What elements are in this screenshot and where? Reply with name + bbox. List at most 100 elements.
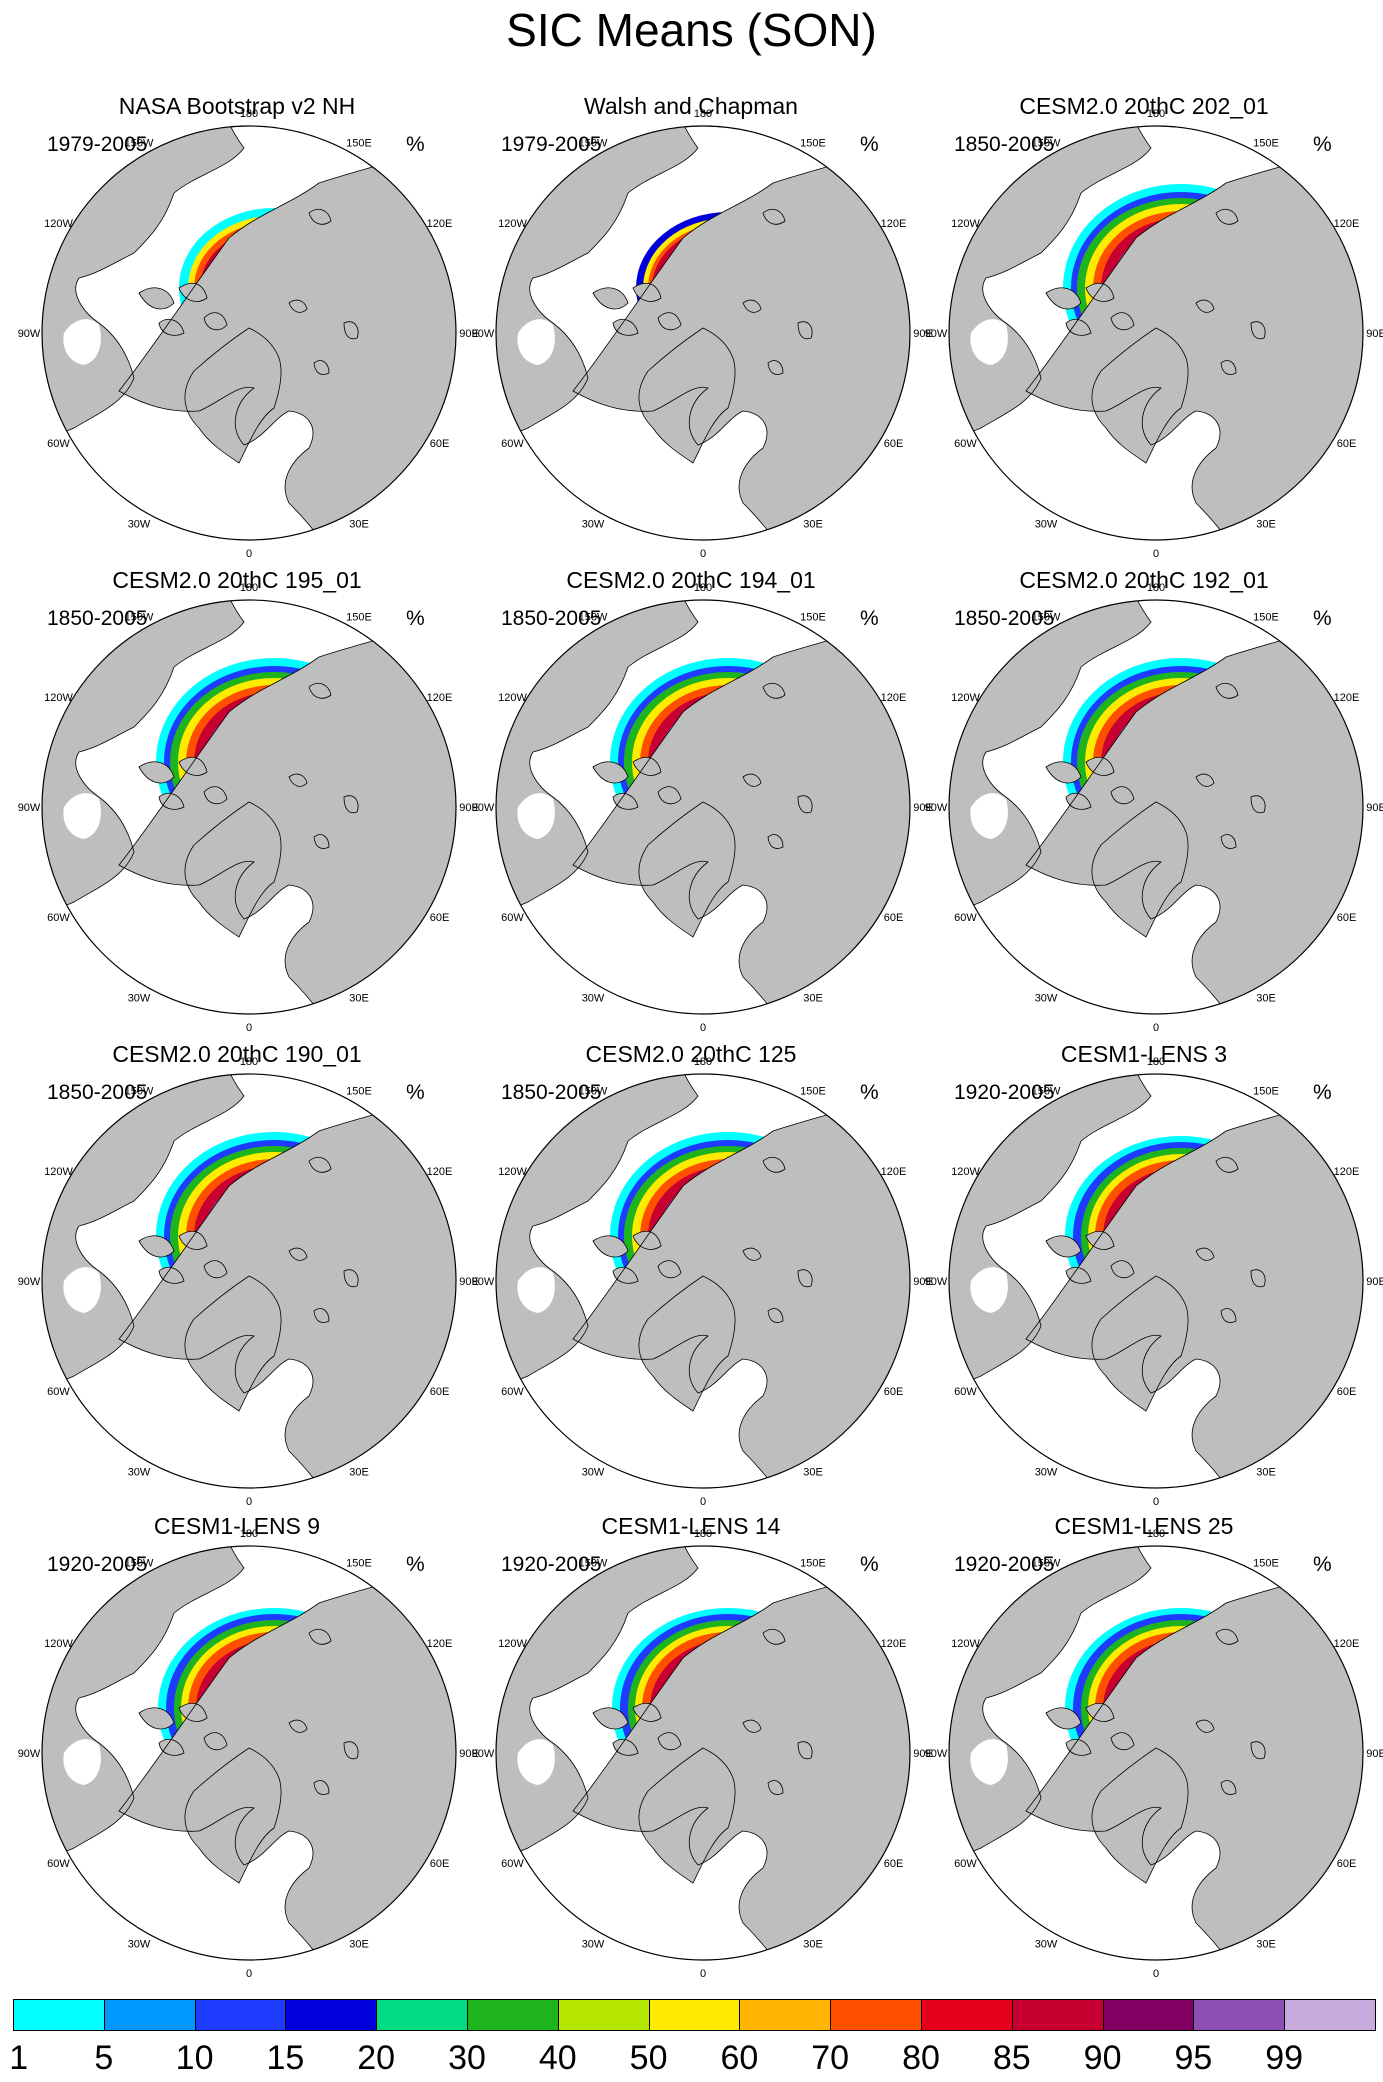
panel-units: % (406, 1081, 425, 1104)
panel-period: 1850-2005 (47, 1081, 148, 1104)
map-border (948, 1073, 1364, 1489)
coastline (1045, 287, 1082, 310)
longitude-label: 30E (1256, 1939, 1276, 1951)
land-island (314, 1308, 329, 1323)
colorbar (13, 1999, 1376, 2031)
land-island (1066, 793, 1091, 810)
longitude-label: 60E (1337, 1386, 1357, 1398)
land-island (344, 1741, 359, 1759)
land-island (309, 683, 331, 699)
land-island (633, 283, 661, 302)
coastline (308, 208, 332, 225)
land-island (179, 757, 207, 776)
longitude-label: 90W (925, 1748, 948, 1760)
longitude-label: 30E (803, 1467, 823, 1479)
colorbar-swatch (1102, 1999, 1195, 2031)
panel-title: NASA Bootstrap v2 NH (118, 93, 356, 119)
colorbar-swatch (285, 1999, 378, 2031)
colorbar-tick-label: 10 (175, 2039, 214, 2077)
coastline (767, 1308, 784, 1323)
coastline (1045, 1235, 1082, 1258)
land-greenland (1091, 802, 1189, 937)
colorbar-tick-label: 70 (811, 2039, 850, 2077)
coastline (178, 282, 208, 302)
land-island (798, 1741, 813, 1759)
polar-map: 180 150E 120E 90E 60E 30E 0 30W 60W 90W 120W 150W (925, 1056, 1383, 1508)
panel-units: % (1313, 1081, 1332, 1104)
coastline (767, 1780, 784, 1795)
land-island (1221, 1780, 1236, 1795)
land-island (633, 757, 661, 776)
coastline (572, 126, 910, 540)
coastline (1220, 360, 1237, 375)
coastline (1065, 1267, 1092, 1284)
longitude-label: 90E (913, 328, 933, 340)
map-border (948, 599, 1364, 1015)
longitude-label: 120W (44, 1166, 73, 1178)
colorbar-tick-label: 5 (94, 2039, 114, 2077)
coastline (1220, 1780, 1237, 1795)
longitude-label: 30E (803, 1939, 823, 1951)
longitude-label: 150W (125, 1085, 154, 1097)
longitude-label: 90W (925, 1276, 948, 1288)
longitude-label: 30E (1256, 1467, 1276, 1479)
hudson-bay (970, 1739, 1008, 1785)
panel-title: CESM1-LENS 14 (601, 1513, 781, 1539)
longitude-label: 150W (579, 137, 608, 149)
map-panel: CESM2.0 20thC 190_01 1850-2005% 180 150E 120… (7, 948, 479, 1508)
coastline (1065, 1739, 1092, 1756)
coastline (632, 282, 662, 302)
land-island (763, 209, 785, 225)
longitude-label: 120W (951, 692, 980, 704)
longitude-label: 150E (1253, 611, 1279, 623)
land-island (314, 360, 329, 375)
land-island (1251, 795, 1266, 813)
longitude-label: 60E (884, 1858, 904, 1870)
colorbar-swatch (830, 1999, 922, 2031)
longitude-label: 180 (240, 582, 258, 594)
longitude-label: 150E (800, 1085, 826, 1097)
longitude-label: 120W (951, 1166, 980, 1178)
colorbar-tick-label: 60 (720, 2039, 759, 2077)
longitude-label: 30W (128, 519, 151, 531)
coastline (1065, 793, 1092, 810)
colorbar-tick-label: 50 (629, 2039, 668, 2077)
coastline (118, 1546, 456, 1960)
hudson-bay (63, 319, 101, 365)
longitude-label: 0 (700, 1022, 706, 1034)
land-island (1111, 1732, 1134, 1750)
panel-period: 1850-2005 (954, 607, 1055, 630)
panel-units: % (406, 133, 425, 156)
land-island (309, 1629, 331, 1645)
coastline (762, 1156, 786, 1173)
longitude-label: 120E (881, 1166, 907, 1178)
land-island (1086, 283, 1114, 302)
longitude-label: 120W (498, 1166, 527, 1178)
colorbar-swatch (557, 1999, 650, 2031)
coastline (797, 795, 813, 814)
panel-title: Walsh and Chapman (584, 93, 798, 119)
coastline (1250, 1269, 1266, 1288)
coastline (343, 795, 359, 814)
longitude-label: 0 (700, 1968, 706, 1980)
longitude-label: 180 (1147, 582, 1165, 594)
longitude-label: 120E (427, 1166, 453, 1178)
coastline (1085, 282, 1115, 302)
longitude-label: 150E (800, 611, 826, 623)
longitude-label: 90W (18, 802, 41, 814)
coastline (158, 1739, 185, 1756)
coastline (496, 126, 699, 464)
coastline (203, 1260, 228, 1279)
longitude-label: 180 (694, 1528, 712, 1540)
land-island (1221, 834, 1236, 849)
polar-map: 180 150E 120E 90E 60E 30E 0 30W 60W 90W 120W 150W (472, 582, 933, 1034)
map-border (495, 599, 911, 1015)
coastline (767, 834, 784, 849)
land-island (309, 209, 331, 225)
longitude-label: 120W (951, 218, 980, 230)
longitude-label: 30E (803, 519, 823, 531)
land-island (309, 1157, 331, 1173)
longitude-label: 30W (1035, 519, 1058, 531)
coastline (592, 1707, 629, 1730)
longitude-label: 150E (1253, 1085, 1279, 1097)
